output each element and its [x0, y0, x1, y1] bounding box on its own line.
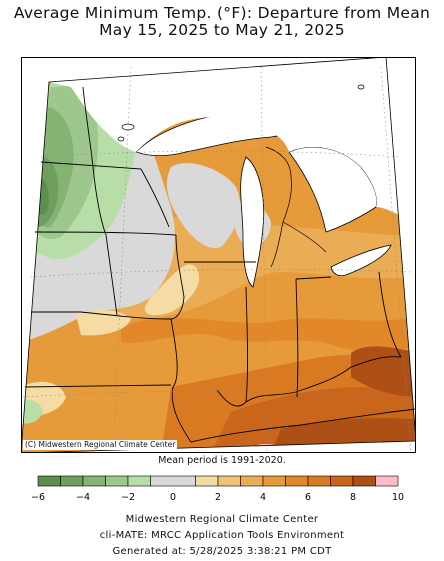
legend-tick-label: −2: [121, 492, 135, 503]
graticule: [22, 66, 416, 453]
legend-swatch: [330, 475, 354, 487]
legend-tick-label: 4: [260, 492, 266, 503]
legend-swatch: [105, 475, 129, 487]
color-legend: −6 −4 −2 0 2 4 6 8 10: [31, 475, 404, 503]
legend-tick-label: 8: [350, 492, 356, 503]
credit-label: (C) Midwestern Regional Climate Center: [23, 440, 178, 450]
legend-swatch: [217, 475, 241, 487]
legend-swatch: [37, 475, 61, 487]
map-title: Average Minimum Temp. (°F): Departure fr…: [13, 4, 431, 22]
mean-period-note: Mean period is 1991-2020.: [158, 455, 286, 466]
legend-swatch: [60, 475, 84, 487]
footer-organization: Midwestern Regional Climate Center: [125, 514, 319, 525]
temperature-departure-map: [21, 57, 416, 453]
legend-tick-label: −4: [76, 492, 90, 503]
legend-tick-label: −6: [31, 492, 45, 503]
map-date-range: May 15, 2025 to May 21, 2025: [99, 21, 345, 39]
footer-application: cli-MATE: MRCC Application Tools Environ…: [99, 530, 345, 541]
legend-swatch: [82, 475, 106, 487]
legend-swatch: [150, 475, 196, 487]
legend-swatch: [262, 475, 286, 487]
coastlines: [265, 146, 327, 268]
legend-swatch: [352, 475, 376, 487]
legend-tick-label: 10: [392, 492, 404, 503]
legend-tick-label: 2: [215, 492, 221, 503]
legend-swatch: [127, 475, 151, 487]
legend-swatch: [285, 475, 309, 487]
legend-swatch: [240, 475, 264, 487]
legend-swatch: [375, 475, 399, 487]
legend-tick-label: 6: [305, 492, 311, 503]
legend-swatch: [195, 475, 219, 487]
state-boundaries: [24, 86, 416, 443]
footer-generated-time: Generated at: 5/28/2025 3:38:21 PM CDT: [112, 546, 332, 557]
great-lakes: [21, 57, 416, 288]
legend-tick-label: 0: [170, 492, 176, 503]
legend-swatch: [307, 475, 331, 487]
